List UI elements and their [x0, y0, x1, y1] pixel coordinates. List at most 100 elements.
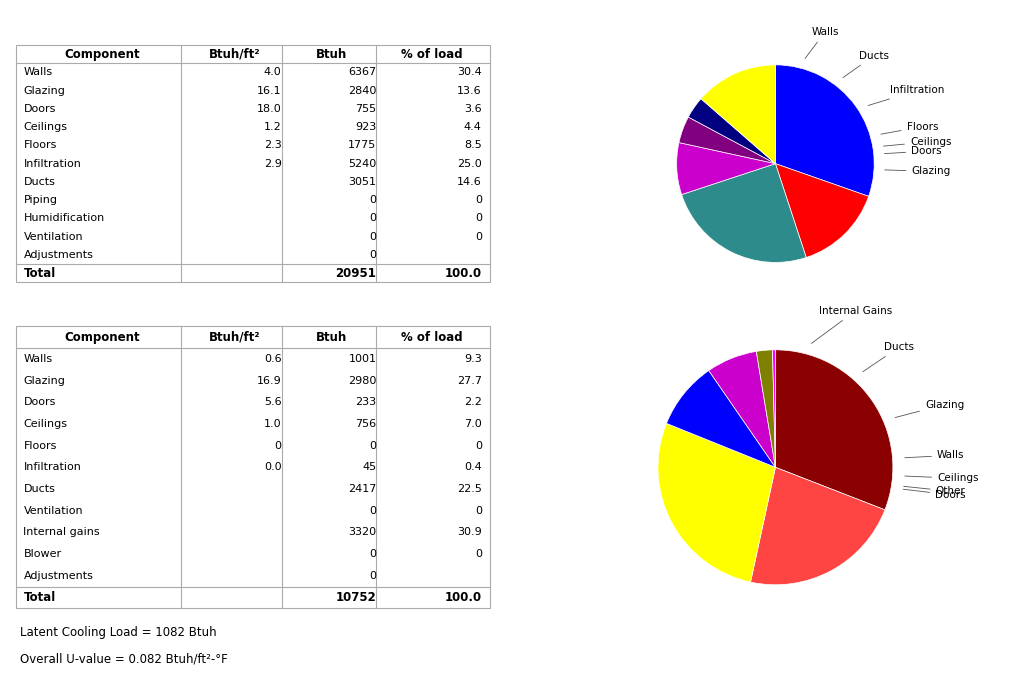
Text: 100.0: 100.0 [444, 591, 481, 604]
Text: 2980: 2980 [348, 375, 377, 385]
Text: 0: 0 [475, 195, 481, 205]
Wedge shape [682, 163, 806, 262]
Text: Btuh: Btuh [316, 331, 347, 344]
Text: 0: 0 [370, 441, 377, 451]
Text: Piping: Piping [24, 195, 57, 205]
Text: Total: Total [24, 591, 55, 604]
Text: Total: Total [24, 266, 55, 280]
Text: 8.5: 8.5 [464, 140, 481, 151]
Text: 2.9: 2.9 [264, 159, 282, 169]
Text: 22.5: 22.5 [457, 484, 481, 494]
Wedge shape [667, 370, 775, 467]
Text: 756: 756 [355, 419, 377, 429]
Text: 0.0: 0.0 [264, 462, 282, 473]
Text: 27.7: 27.7 [457, 375, 481, 385]
Text: Btuh/ft²: Btuh/ft² [209, 331, 260, 344]
Wedge shape [775, 163, 868, 257]
Text: Glazing: Glazing [24, 375, 66, 385]
Wedge shape [775, 65, 874, 196]
Text: Internal gains: Internal gains [24, 527, 100, 537]
Text: 25.0: 25.0 [457, 159, 481, 169]
Text: 1775: 1775 [348, 140, 377, 151]
Text: 2.3: 2.3 [264, 140, 282, 151]
Text: Ceilings: Ceilings [24, 122, 68, 132]
Text: Other: Other [903, 486, 966, 496]
Text: 16.9: 16.9 [257, 375, 282, 385]
Text: 0: 0 [475, 549, 481, 559]
Text: Walls: Walls [24, 354, 52, 364]
Text: Infiltration: Infiltration [24, 462, 81, 473]
Text: 0.4: 0.4 [464, 462, 481, 473]
Text: Adjustments: Adjustments [24, 571, 93, 581]
Text: Doors: Doors [903, 489, 966, 500]
Text: 5.6: 5.6 [264, 397, 282, 407]
Text: 30.4: 30.4 [457, 67, 481, 78]
Text: 6367: 6367 [348, 67, 377, 78]
Text: 9.3: 9.3 [464, 354, 481, 364]
Text: 0: 0 [475, 441, 481, 451]
Text: Glazing: Glazing [895, 400, 965, 417]
Wedge shape [751, 467, 885, 585]
Text: 233: 233 [355, 397, 377, 407]
Text: Heating: Heating [472, 14, 552, 33]
Text: 0: 0 [475, 232, 481, 242]
Text: Cooling: Cooling [474, 295, 550, 313]
Text: Glazing: Glazing [24, 86, 66, 96]
Text: 5240: 5240 [348, 159, 377, 169]
Text: 0: 0 [370, 250, 377, 260]
Text: 20951: 20951 [336, 266, 377, 280]
Wedge shape [679, 117, 775, 163]
Text: Ceilings: Ceilings [884, 137, 951, 146]
Text: Adjustments: Adjustments [24, 250, 93, 260]
Text: Ducts: Ducts [843, 51, 889, 78]
Wedge shape [701, 65, 775, 163]
Wedge shape [688, 99, 775, 163]
Text: Ceilings: Ceilings [24, 419, 68, 429]
Text: Ceilings: Ceilings [905, 473, 979, 484]
Text: 0.6: 0.6 [264, 354, 282, 364]
Text: 0: 0 [370, 213, 377, 223]
Text: 0: 0 [274, 441, 282, 451]
Text: 4.4: 4.4 [464, 122, 481, 132]
Text: Infiltration: Infiltration [24, 159, 81, 169]
Text: 2.2: 2.2 [464, 397, 481, 407]
Text: Doors: Doors [885, 146, 942, 156]
Text: % of load: % of load [401, 48, 463, 61]
Text: Component: Component [65, 331, 140, 344]
Wedge shape [677, 142, 775, 195]
Text: 7.0: 7.0 [464, 419, 481, 429]
Text: Ducts: Ducts [24, 177, 55, 187]
Text: Ventilation: Ventilation [24, 506, 83, 516]
Text: 18.0: 18.0 [257, 104, 282, 114]
Text: Doors: Doors [24, 104, 55, 114]
Text: 30.9: 30.9 [457, 527, 481, 537]
Text: Component: Component [65, 48, 140, 61]
Text: 2840: 2840 [348, 86, 377, 96]
Text: 0: 0 [370, 232, 377, 242]
Text: 16.1: 16.1 [257, 86, 282, 96]
Text: 3320: 3320 [348, 527, 377, 537]
Bar [15, 45, 489, 282]
Text: Floors: Floors [24, 140, 56, 151]
Text: 3.6: 3.6 [464, 104, 481, 114]
Text: Btuh: Btuh [316, 48, 347, 61]
Wedge shape [658, 424, 775, 582]
Text: Walls: Walls [24, 67, 52, 78]
Text: 0: 0 [370, 195, 377, 205]
Text: Ducts: Ducts [863, 342, 914, 372]
Text: % of load: % of load [401, 331, 463, 344]
Text: Ventilation: Ventilation [24, 232, 83, 242]
Text: Glazing: Glazing [885, 166, 950, 176]
Bar [15, 326, 489, 608]
Wedge shape [772, 350, 775, 467]
Text: 0: 0 [370, 549, 377, 559]
Text: 0: 0 [475, 213, 481, 223]
Text: 1001: 1001 [348, 354, 377, 364]
Text: 14.6: 14.6 [457, 177, 481, 187]
Text: Walls: Walls [805, 27, 839, 59]
Text: Floors: Floors [881, 122, 938, 134]
Text: Floors: Floors [24, 441, 56, 451]
Text: Overall U-value = 0.082 Btuh/ft²-°F: Overall U-value = 0.082 Btuh/ft²-°F [20, 652, 228, 665]
Text: 10752: 10752 [336, 591, 377, 604]
Text: 13.6: 13.6 [457, 86, 481, 96]
